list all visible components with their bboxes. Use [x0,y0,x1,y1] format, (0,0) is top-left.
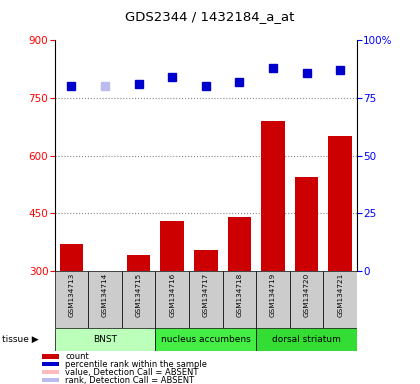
Bar [155,328,256,351]
Text: percentile rank within the sample: percentile rank within the sample [65,360,207,369]
Bar [295,177,318,271]
Bar [323,271,357,328]
Text: value, Detection Call = ABSENT: value, Detection Call = ABSENT [65,368,199,377]
Text: GDS2344 / 1432184_a_at: GDS2344 / 1432184_a_at [125,10,295,23]
Bar [122,271,155,328]
Text: GSM134721: GSM134721 [337,273,343,318]
Text: rank, Detection Call = ABSENT: rank, Detection Call = ABSENT [65,376,194,384]
Bar [160,221,184,271]
Bar [93,271,117,275]
Bar [55,271,88,328]
Text: count: count [65,352,89,361]
Text: GSM134715: GSM134715 [136,273,142,318]
Bar [290,271,323,328]
Bar [127,255,150,271]
Bar [261,121,285,271]
Bar [228,217,251,271]
Text: GSM134718: GSM134718 [236,273,242,318]
Text: dorsal striatum: dorsal striatum [272,335,341,344]
Bar [328,136,352,271]
Bar [189,271,223,328]
Text: GSM134713: GSM134713 [68,273,74,318]
Bar [155,271,189,328]
Text: GSM134716: GSM134716 [169,273,175,318]
Text: GSM134717: GSM134717 [203,273,209,318]
Text: GSM134719: GSM134719 [270,273,276,318]
Bar [55,328,155,351]
Text: nucleus accumbens: nucleus accumbens [161,335,251,344]
Text: tissue ▶: tissue ▶ [2,335,39,344]
Bar [223,271,256,328]
Bar [194,250,218,271]
Bar [60,244,83,271]
Bar [256,328,357,351]
Bar [88,271,122,328]
Text: BNST: BNST [93,335,117,344]
Bar [256,271,290,328]
Text: GSM134714: GSM134714 [102,273,108,318]
Text: GSM134720: GSM134720 [304,273,310,318]
